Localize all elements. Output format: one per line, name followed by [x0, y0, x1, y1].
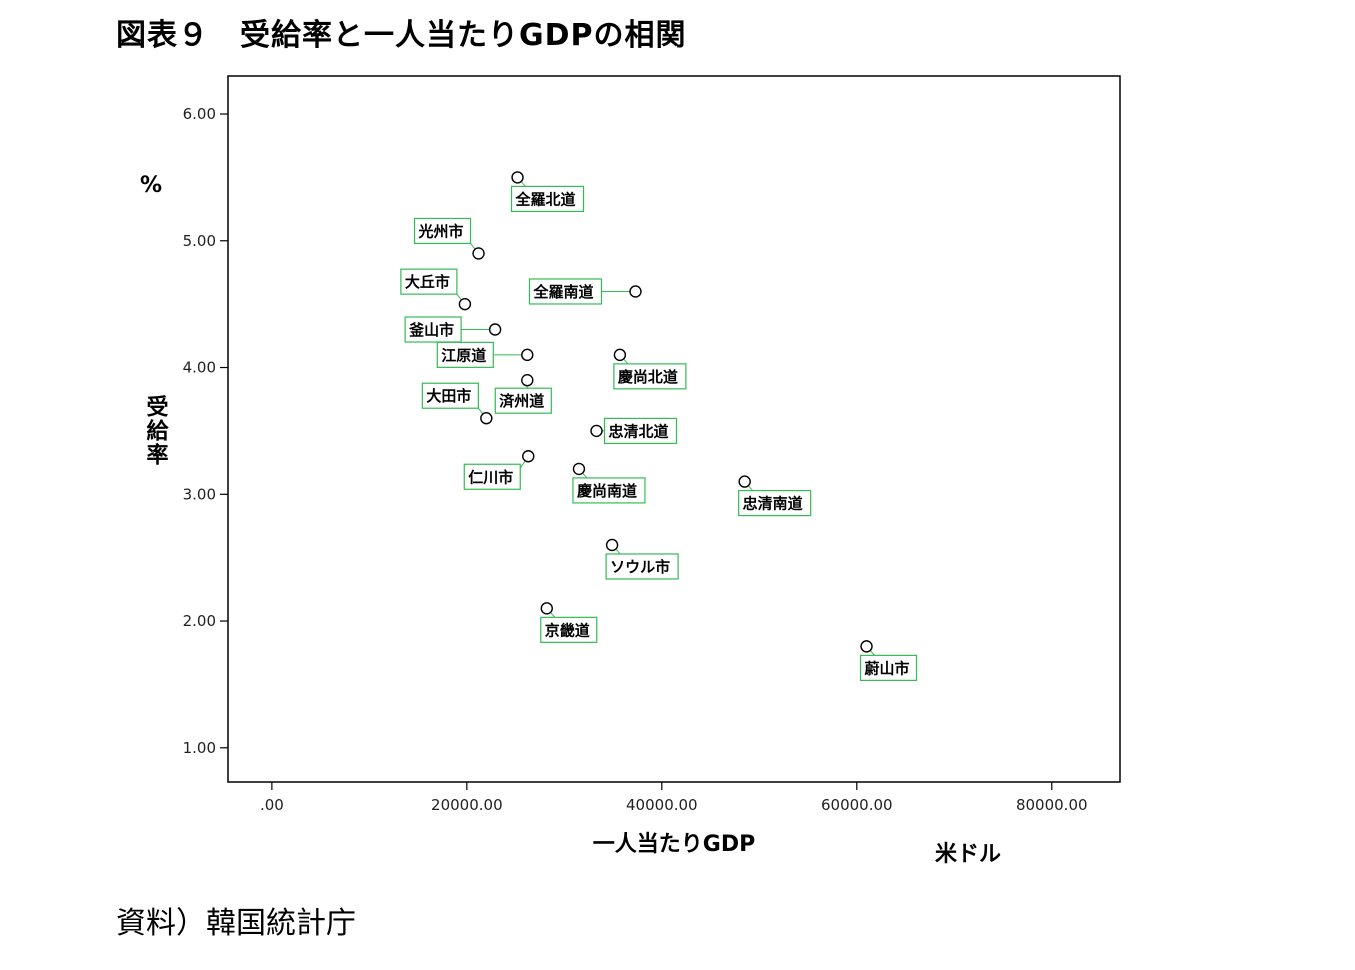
y-tick-label: 2.00 [183, 612, 216, 630]
y-tick-label: 5.00 [183, 232, 216, 250]
label-text: 江原道 [441, 346, 486, 364]
data-point [572, 462, 586, 476]
data-point [629, 285, 642, 298]
data-point [458, 297, 472, 311]
x-tick-label: 60000.00 [821, 796, 893, 814]
point-label: 全羅北道 [510, 177, 585, 213]
data-point [605, 538, 619, 552]
label-box [400, 268, 458, 295]
label-text: 大丘市 [405, 273, 450, 291]
label-box [413, 217, 472, 245]
point-label: 江原道 [436, 341, 528, 368]
label-text: 慶尚南道 [577, 482, 637, 500]
y-tick-label: 3.00 [183, 485, 216, 503]
label-text: 済州道 [499, 392, 544, 410]
x-tick-label: 40000.00 [626, 796, 698, 814]
point-label: 全羅南道 [528, 278, 636, 305]
label-box [421, 382, 479, 409]
label-box [404, 316, 462, 343]
point-label: 京畿道 [540, 608, 598, 643]
label-box [463, 463, 521, 490]
data-point [488, 323, 502, 336]
y-tick-label: 6.00 [183, 105, 216, 123]
data-point [480, 412, 493, 425]
plot-frame [227, 75, 1121, 783]
point-label: 慶尚南道 [572, 468, 646, 504]
label-box [603, 417, 678, 445]
data-point [613, 348, 627, 362]
label-text: 全羅南道 [532, 283, 593, 301]
y-tick-label: 1.00 [183, 739, 216, 757]
point-label: 光州市 [413, 217, 479, 254]
source-note: 資料）韓国統計庁 [116, 906, 356, 941]
label-box [494, 387, 552, 414]
label-box [540, 616, 598, 643]
point-label: 忠清北道 [596, 417, 678, 445]
label-text: 蔚山市 [865, 659, 910, 677]
label-box [436, 341, 494, 368]
label-text: 大田市 [426, 387, 471, 405]
x-tick-label: 20000.00 [431, 796, 503, 814]
label-text: 忠清北道 [608, 422, 668, 440]
label-box [572, 477, 646, 504]
point-label: 蔚山市 [859, 646, 918, 681]
x-tick-label: .00 [260, 796, 284, 814]
label-text: 釜山市 [408, 321, 454, 339]
data-point [522, 450, 535, 463]
y-axis-unit: % [140, 173, 162, 198]
data-point [738, 475, 751, 488]
label-box [738, 490, 812, 517]
y-axis: 1.00 2.00 3.00 4.00 5.00 6.00 [183, 105, 228, 757]
point-label: 慶尚北道 [613, 354, 687, 390]
x-axis: .00 20000.00 40000.00 60000.00 80000.00 [260, 782, 1088, 814]
data-point [590, 424, 603, 438]
point-label: 大丘市 [400, 268, 466, 305]
point-label: 済州道 [494, 380, 552, 414]
label-box [613, 363, 687, 390]
y-axis-title: 受給率 [143, 394, 169, 467]
label-box [528, 278, 603, 305]
data-point [540, 602, 553, 615]
point-label: 仁川市 [463, 455, 529, 490]
label-text: ソウル市 [610, 558, 670, 576]
y-tick-label: 4.00 [183, 359, 216, 377]
point-label: 釜山市 [404, 316, 496, 343]
label-box [510, 185, 585, 213]
point-label: 大田市 [421, 382, 487, 419]
x-axis-unit: 米ドル [935, 842, 1001, 867]
label-text: 仁川市 [468, 468, 513, 486]
chart-title: 図表９ 受給率と一人当たりGDPの相関 [116, 18, 687, 53]
data-point [860, 640, 873, 653]
data-point [472, 247, 485, 260]
data-point [511, 171, 524, 184]
x-axis-title: 一人当たりGDP [593, 832, 755, 857]
point-label: 忠清南道 [738, 481, 812, 517]
x-tick-label: 80000.00 [1016, 796, 1088, 814]
label-text: 光州市 [418, 222, 464, 240]
data-points [458, 171, 873, 653]
label-text: 京畿道 [545, 621, 590, 639]
label-box [605, 553, 679, 580]
label-text: 全羅北道 [515, 190, 576, 208]
data-point [521, 374, 534, 387]
label-box [859, 654, 918, 681]
data-point [521, 348, 534, 362]
label-text: 忠清南道 [743, 495, 803, 513]
label-text: 慶尚北道 [618, 368, 678, 386]
point-label: ソウル市 [605, 544, 679, 580]
